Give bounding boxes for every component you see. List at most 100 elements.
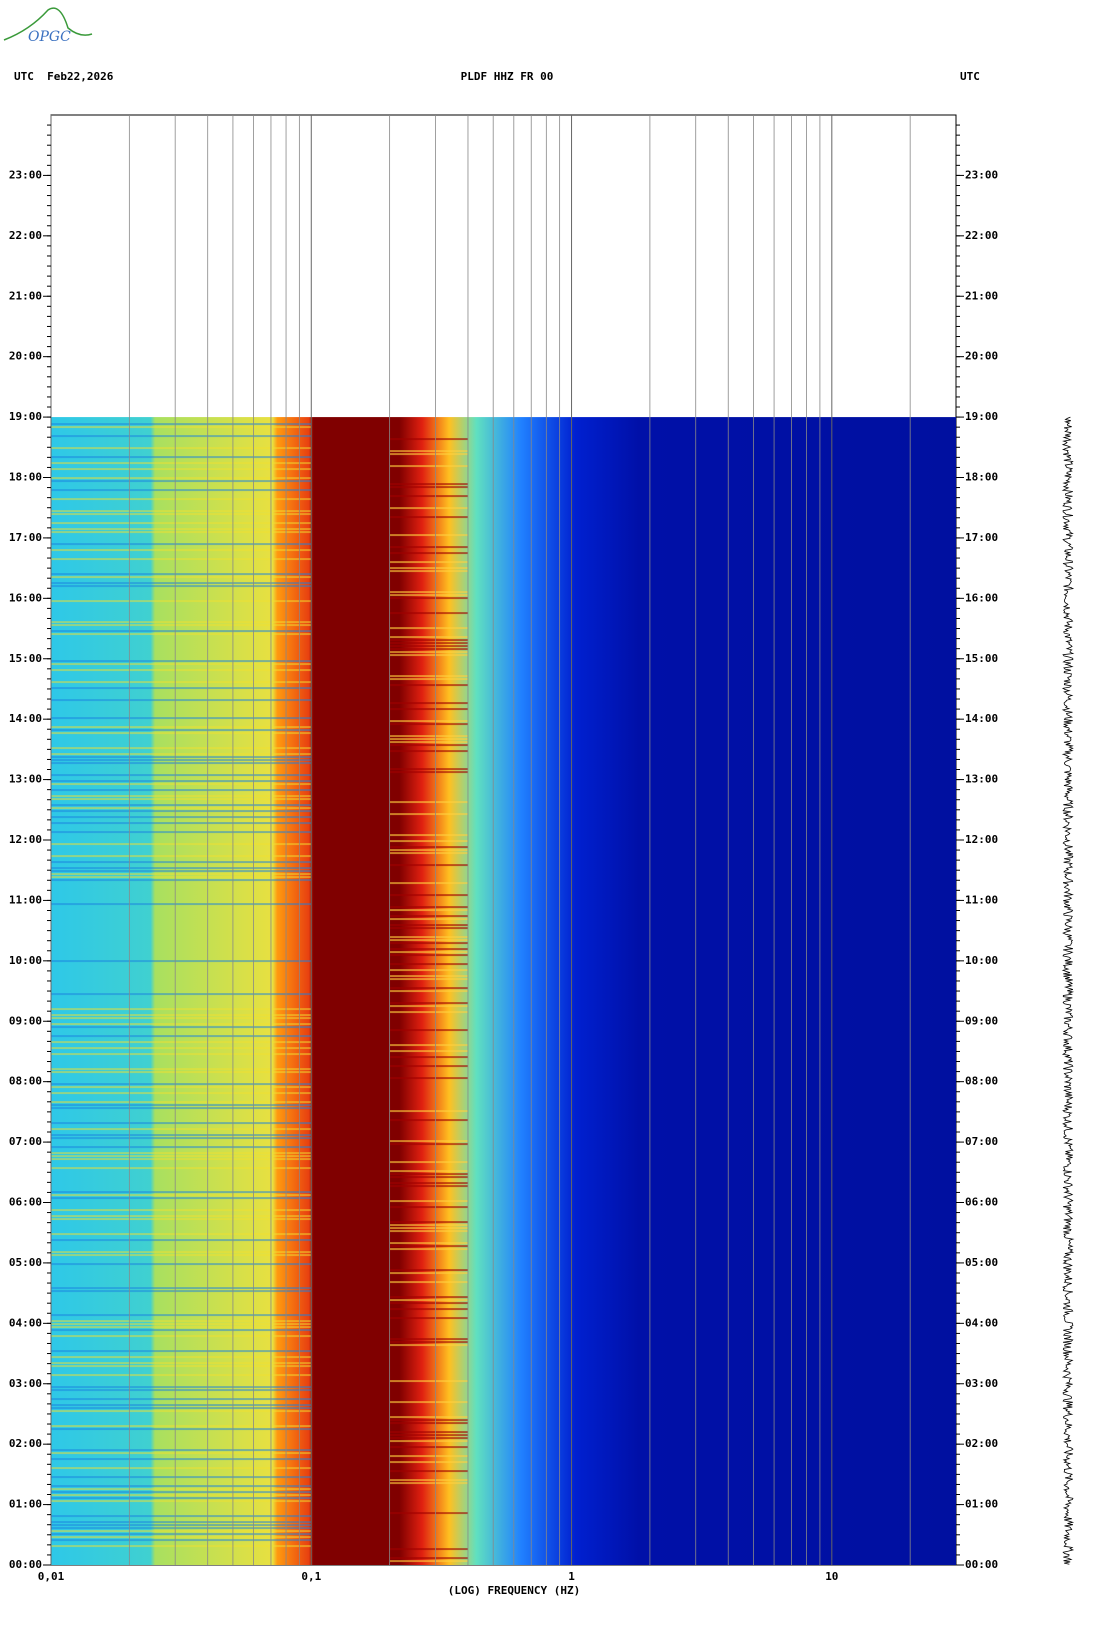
y-tick-label: 09:00	[965, 1014, 998, 1027]
stripe	[389, 768, 468, 771]
stripe	[389, 963, 468, 966]
stripe	[389, 1224, 468, 1227]
stripe	[51, 831, 312, 834]
stripe	[389, 741, 468, 744]
stripe	[389, 438, 468, 441]
stripe	[51, 1500, 312, 1503]
stripe	[389, 990, 468, 993]
stripe	[389, 951, 468, 954]
stripe	[389, 1416, 468, 1419]
stripe	[51, 1023, 312, 1026]
y-tick-label: 22:00	[9, 229, 42, 242]
stripe	[389, 1029, 468, 1032]
stripe	[51, 1218, 312, 1221]
y-tick-label: 07:00	[9, 1135, 42, 1148]
stripe	[389, 546, 468, 549]
stripe	[51, 1407, 312, 1410]
stripe	[51, 510, 312, 513]
y-tick-label: 01:00	[9, 1498, 42, 1511]
stripe	[389, 594, 468, 597]
stripe	[389, 1269, 468, 1272]
stripe	[51, 1197, 312, 1200]
stripe	[389, 1296, 468, 1299]
stripe	[389, 552, 468, 555]
stripe	[51, 729, 312, 732]
stripe	[51, 1485, 312, 1488]
stripe	[51, 699, 312, 702]
stripe	[51, 558, 312, 561]
chart-title: PLDF HHZ FR 00	[461, 70, 554, 83]
stripe	[389, 678, 468, 681]
stripe	[51, 1323, 312, 1326]
stripe	[389, 1380, 468, 1383]
stripe	[51, 549, 312, 552]
stripe	[389, 1044, 468, 1047]
stripe	[51, 1152, 312, 1155]
stripe	[51, 1494, 312, 1497]
stripe	[51, 843, 312, 846]
stripe	[51, 1326, 312, 1329]
y-tick-label: 08:00	[965, 1075, 998, 1088]
stripe	[51, 621, 312, 624]
stripe	[51, 1539, 312, 1542]
stripe	[51, 855, 312, 858]
x-tick-label: 0,01	[38, 1570, 65, 1583]
stripe	[51, 879, 312, 882]
y-tick-label: 12:00	[965, 833, 998, 846]
stripe	[389, 1338, 468, 1341]
stripe	[51, 867, 312, 870]
stripe	[389, 771, 468, 774]
y-tick-label: 05:00	[965, 1256, 998, 1269]
stripe	[51, 1086, 312, 1089]
stripe	[51, 462, 312, 465]
stripe	[51, 861, 312, 864]
y-tick-label: 23:00	[965, 168, 998, 181]
y-tick-label: 01:00	[965, 1498, 998, 1511]
stripe	[389, 1056, 468, 1059]
stripe	[389, 1482, 468, 1485]
stripe	[389, 702, 468, 705]
stripe	[389, 591, 468, 594]
y-tick-label: 11:00	[965, 893, 998, 906]
stripe	[389, 915, 468, 918]
stripe	[51, 1533, 312, 1536]
stripe	[389, 1005, 468, 1008]
stripe	[389, 642, 468, 645]
stripe	[51, 1047, 312, 1050]
stripe	[389, 1317, 468, 1320]
stripe	[51, 513, 312, 516]
stripe	[51, 423, 312, 426]
stripe	[51, 1491, 312, 1494]
y-tick-label: 12:00	[9, 833, 42, 846]
stripe	[51, 1350, 312, 1353]
stripe	[389, 1419, 468, 1422]
stripe	[389, 1272, 468, 1275]
stripe	[51, 630, 312, 633]
stripe	[389, 1242, 468, 1245]
stripe	[389, 1281, 468, 1284]
y-tick-label: 07:00	[965, 1135, 998, 1148]
stripe	[51, 1215, 312, 1218]
stripe	[51, 804, 312, 807]
stripe	[389, 612, 468, 615]
stripe	[51, 576, 312, 579]
stripe	[51, 528, 312, 531]
stripe	[51, 1014, 312, 1017]
y-tick-label: 10:00	[965, 954, 998, 967]
y-tick-label: 02:00	[965, 1437, 998, 1450]
stripe	[51, 1410, 312, 1413]
stripe	[51, 1254, 312, 1257]
stripe	[51, 789, 312, 792]
stripe	[51, 1026, 312, 1029]
stripe	[389, 1512, 468, 1515]
stripe	[51, 870, 312, 873]
stripe	[389, 1422, 468, 1425]
stripe	[389, 1182, 468, 1185]
x-tick-label: 1	[568, 1570, 575, 1583]
stripe	[51, 1320, 312, 1323]
stripe	[51, 633, 312, 636]
spectrogram	[51, 417, 956, 1565]
stripe	[389, 1557, 468, 1560]
stripe	[51, 1101, 312, 1104]
stripe	[389, 1221, 468, 1224]
